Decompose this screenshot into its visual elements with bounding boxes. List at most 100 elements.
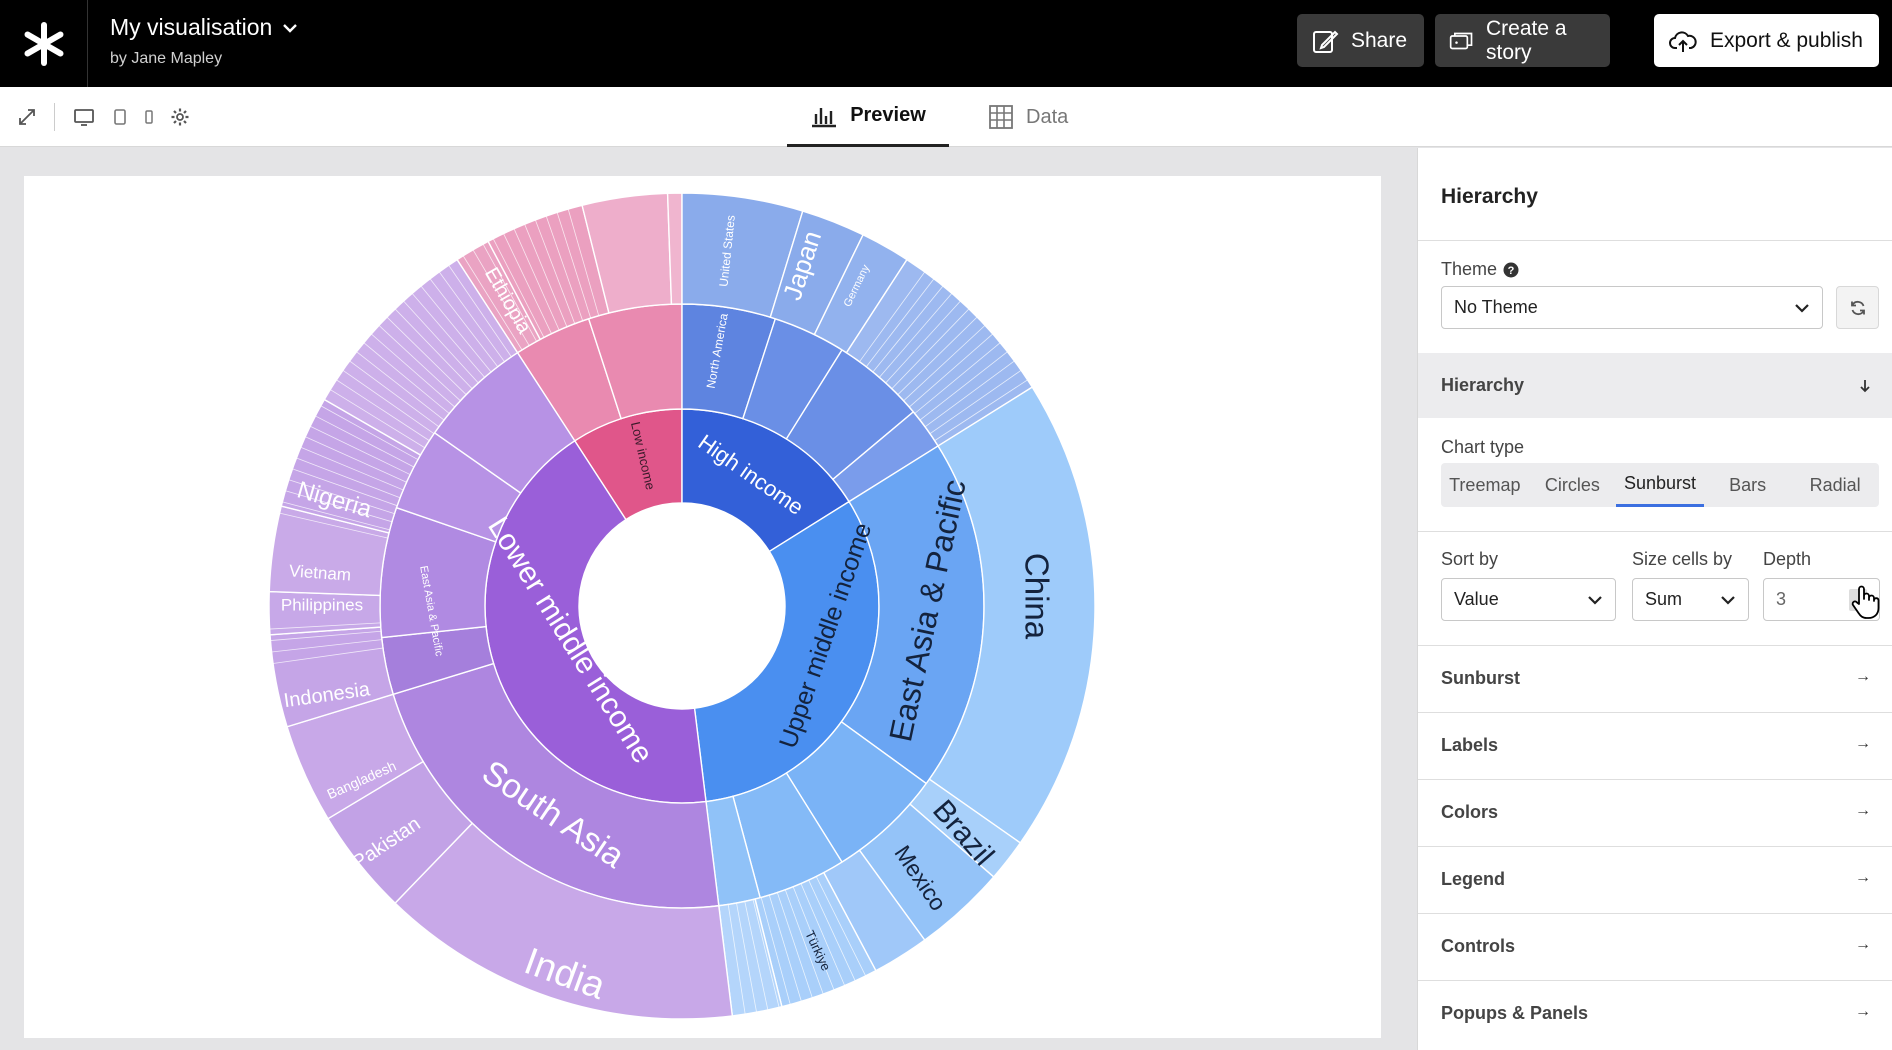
theme-label-group: Theme ?	[1441, 259, 1519, 280]
ring3-divider	[315, 415, 415, 468]
ring3-divider	[411, 293, 485, 378]
svg-text:?: ?	[1508, 265, 1515, 277]
accordion-controls[interactable]: Controls →	[1418, 913, 1892, 980]
visualisation-title-text: My visualisation	[110, 14, 273, 40]
ring3-label-philippines: Philippines	[281, 595, 363, 614]
ring3-divider	[342, 369, 435, 434]
panel-title: Hierarchy	[1441, 185, 1538, 208]
hand-cursor-icon	[1851, 585, 1880, 619]
chart-type-segmented-control: Treemap Circles Sunburst Bars Radial	[1441, 463, 1879, 507]
author-text: by Jane Mapley	[110, 50, 223, 67]
ring3-divider	[727, 904, 746, 1015]
settings-gear-icon[interactable]	[168, 105, 192, 129]
ring3-divider	[420, 285, 492, 373]
accordion-colors-title: Colors	[1441, 802, 1499, 822]
ring3-divider	[784, 889, 824, 995]
arrow-right-icon: →	[1855, 802, 1871, 819]
story-icon	[1449, 32, 1473, 49]
ring3-divider	[823, 872, 877, 971]
toolbar-divider	[54, 103, 55, 131]
edit-icon	[1313, 30, 1339, 53]
mobile-view-icon[interactable]	[137, 105, 161, 129]
ring3-divider	[448, 265, 512, 358]
settings-panel: Hierarchy Theme ? No Theme Hierarchy Cha…	[1417, 148, 1892, 1050]
panel-divider	[1418, 240, 1892, 241]
arrow-right-icon: →	[1855, 936, 1871, 953]
ring3-divider	[320, 405, 419, 460]
tab-data[interactable]: Data	[988, 87, 1078, 147]
visualisation-title[interactable]: My visualisation	[110, 14, 298, 41]
sunburst-chart[interactable]: Low income High income Upper middle inco…	[24, 176, 1381, 1038]
app-logo-icon[interactable]	[0, 0, 88, 87]
depth-label: Depth	[1763, 549, 1812, 569]
depth-value: 3	[1776, 589, 1787, 609]
chart-canvas: Low income High income Upper middle inco…	[24, 176, 1381, 1038]
arrow-right-icon: →	[1855, 869, 1871, 886]
ring3-divider	[363, 342, 450, 414]
ring3-divider	[288, 479, 395, 515]
ring3-divider	[349, 360, 440, 428]
ring3-divider	[482, 243, 537, 342]
accordion-popups-panels[interactable]: Popups & Panels →	[1418, 980, 1892, 1047]
create-story-label: Create a story	[1486, 16, 1567, 64]
ring3-divider	[386, 316, 467, 395]
sort-by-select[interactable]: Value	[1441, 578, 1616, 621]
ring3-divider	[492, 238, 545, 338]
accordion-legend-title: Legend	[1441, 869, 1506, 889]
chart-type-bars[interactable]: Bars	[1729, 474, 1767, 495]
ring3-divider	[285, 490, 393, 523]
sort-by-value: Value	[1454, 589, 1499, 609]
size-cells-by-select[interactable]: Sum	[1632, 578, 1749, 621]
share-button[interactable]: Share	[1297, 14, 1424, 67]
accordion-legend[interactable]: Legend →	[1418, 846, 1892, 913]
sort-by-label: Sort by	[1441, 549, 1499, 569]
accordion-labels-title: Labels	[1441, 735, 1499, 755]
ring3-divider	[752, 899, 780, 1008]
accordion-labels[interactable]: Labels →	[1418, 712, 1892, 779]
tab-preview[interactable]: Preview	[787, 87, 949, 147]
ring3-divider	[924, 360, 1015, 428]
desktop-view-icon[interactable]	[72, 105, 96, 129]
ring3-divider	[815, 876, 866, 977]
ring3-divider	[324, 399, 421, 456]
help-icon[interactable]: ?	[1503, 262, 1519, 278]
ring3-divider	[556, 212, 592, 319]
hierarchy-section-header[interactable]: Hierarchy	[1418, 353, 1892, 418]
ring3-divider	[269, 622, 381, 630]
export-publish-button[interactable]: Export & publish	[1654, 14, 1879, 67]
accordion-colors[interactable]: Colors →	[1418, 779, 1892, 846]
ring3-divider	[513, 228, 560, 331]
accordion-sunburst[interactable]: Sunburst →	[1418, 645, 1892, 712]
refresh-theme-button[interactable]	[1836, 286, 1879, 329]
ring3-divider	[879, 293, 953, 378]
tablet-view-icon[interactable]	[108, 105, 132, 129]
ring3-divider	[736, 902, 757, 1013]
export-publish-label: Export & publish	[1710, 28, 1863, 52]
ring3-label-china: China	[1018, 553, 1055, 640]
chevron-down-icon	[1795, 303, 1809, 313]
sunburst-wedges	[268, 192, 1096, 1020]
ring3-divider	[356, 351, 445, 421]
ring3-divider	[929, 369, 1022, 434]
ring3-divider	[545, 215, 584, 321]
size-cells-by-label: Size cells by	[1632, 549, 1733, 569]
chevron-down-icon	[1588, 595, 1602, 605]
view-toolbar: Preview Data	[0, 87, 1892, 147]
create-story-button[interactable]: Create a story	[1435, 14, 1610, 67]
ring3-divider	[872, 285, 944, 373]
ring3-divider	[768, 894, 802, 1002]
ring3-divider	[270, 630, 382, 641]
chart-type-radial[interactable]: Radial	[1809, 474, 1861, 495]
chart-type-treemap[interactable]: Treemap	[1449, 474, 1521, 495]
arrow-right-icon: →	[1855, 735, 1871, 752]
chart-type-sunburst[interactable]: Sunburst	[1616, 463, 1704, 507]
expand-icon[interactable]	[15, 105, 39, 129]
chevron-down-icon	[1721, 595, 1735, 605]
ring3-divider	[776, 892, 813, 999]
ring3-divider	[300, 446, 404, 491]
size-cells-by-value: Sum	[1645, 589, 1683, 609]
ring3-wedge[interactable]	[323, 258, 519, 456]
ring3-divider	[919, 351, 1008, 421]
chart-type-circles[interactable]: Circles	[1544, 474, 1600, 495]
theme-select[interactable]: No Theme	[1441, 286, 1823, 329]
